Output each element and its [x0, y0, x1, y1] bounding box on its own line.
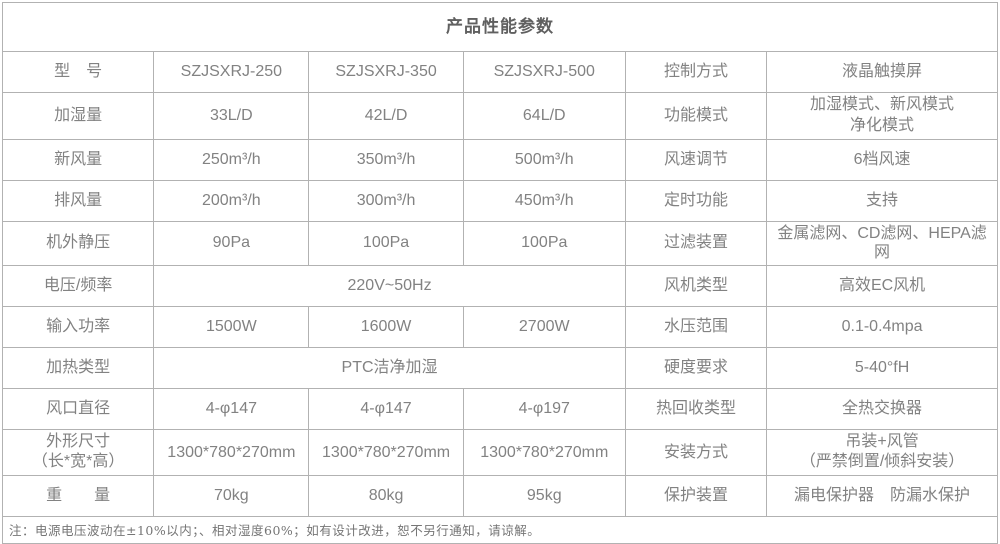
spec-value: 500m³/h	[462, 138, 626, 181]
spec-value: 5-40°fH	[766, 346, 998, 389]
spec-value: 450m³/h	[462, 179, 626, 222]
spec-label: 功能模式	[624, 92, 768, 140]
spec-value: 350m³/h	[308, 138, 464, 181]
spec-label: 水压范围	[624, 305, 768, 348]
table-row: 新风量 250m³/h 350m³/h 500m³/h 风速调节 6档风速	[1, 138, 998, 181]
spec-value: 0.1-0.4mpa	[766, 305, 998, 348]
spec-value: 2700W	[462, 305, 626, 348]
spec-value: 1300*780*270mm	[153, 428, 310, 477]
footer-note-row: 注：电源电压波动在±10%以内；、相对湿度60%；如有设计改进，恕不另行通知，请…	[2, 516, 998, 544]
spec-value: SZJSXRJ-350	[308, 51, 464, 93]
table-row: 电压/频率 220V~50Hz 风机类型 高效EC风机	[1, 264, 998, 307]
spec-value: 全热交换器	[766, 387, 998, 430]
spec-value: 90Pa	[153, 220, 310, 266]
spec-label: 热回收类型	[624, 387, 768, 430]
spec-label: 加湿量	[1, 92, 155, 140]
table-row: 机外静压 90Pa 100Pa 100Pa 过滤装置 金属滤网、CD滤网、HEPA滤网	[1, 220, 998, 266]
spec-value: 1500W	[153, 305, 310, 348]
spec-label: 硬度要求	[624, 346, 768, 389]
table-row: 加热类型 PTC洁净加湿 硬度要求 5-40°fH	[1, 346, 998, 389]
table-row: 加湿量 33L/D 42L/D 64L/D 功能模式 加湿模式、新风模式 净化模式	[1, 92, 998, 140]
spec-value: 100Pa	[308, 220, 464, 266]
table-title-row: 产品性能参数	[2, 2, 998, 52]
spec-label: 安装方式	[624, 428, 768, 477]
spec-value: 1300*780*270mm	[308, 428, 464, 477]
spec-label: 加热类型	[1, 346, 155, 389]
spec-value: SZJSXRJ-500	[462, 51, 626, 93]
spec-value: 42L/D	[308, 92, 464, 140]
spec-value: 100Pa	[462, 220, 626, 266]
spec-value: 1300*780*270mm	[462, 428, 626, 477]
page-title: 产品性能参数	[2, 2, 998, 52]
spec-value: 4-φ197	[462, 387, 626, 430]
spec-value: 1600W	[308, 305, 464, 348]
spec-value: 70kg	[153, 475, 310, 518]
spec-value: 33L/D	[153, 92, 310, 140]
spec-value: SZJSXRJ-250	[153, 51, 310, 93]
spec-value: 漏电保护器 防漏水保护	[766, 475, 998, 518]
spec-value: 220V~50Hz	[153, 264, 626, 307]
spec-label: 保护装置	[624, 475, 768, 518]
spec-value: 200m³/h	[153, 179, 310, 222]
table-row: 风口直径 4-φ147 4-φ147 4-φ197 热回收类型 全热交换器	[1, 387, 998, 430]
spec-value: PTC洁净加湿	[153, 346, 626, 389]
spec-value: 吊装+风管 （严禁倒置/倾斜安装）	[766, 428, 998, 477]
spec-value: 300m³/h	[308, 179, 464, 222]
spec-label: 机外静压	[1, 220, 155, 266]
footer-note: 注：电源电压波动在±10%以内；、相对湿度60%；如有设计改进，恕不另行通知，请…	[2, 516, 998, 544]
spec-label: 排风量	[1, 179, 155, 222]
spec-label: 风速调节	[624, 138, 768, 181]
table-row: 重 量 70kg 80kg 95kg 保护装置 漏电保护器 防漏水保护	[1, 475, 998, 518]
spec-label: 定时功能	[624, 179, 768, 222]
spec-value: 支持	[766, 179, 998, 222]
spec-value: 250m³/h	[153, 138, 310, 181]
spec-label: 控制方式	[624, 51, 768, 93]
table-row: 输入功率 1500W 1600W 2700W 水压范围 0.1-0.4mpa	[1, 305, 998, 348]
spec-value: 6档风速	[766, 138, 998, 181]
spec-value: 液晶触摸屏	[766, 51, 998, 93]
spec-label: 新风量	[1, 138, 155, 181]
table-row: 型 号 SZJSXRJ-250 SZJSXRJ-350 SZJSXRJ-500 控制方式…	[1, 51, 998, 93]
spec-label: 重 量	[1, 475, 155, 518]
spec-value: 4-φ147	[308, 387, 464, 430]
spec-value: 金属滤网、CD滤网、HEPA滤网	[766, 220, 998, 266]
spec-label: 输入功率	[1, 305, 155, 348]
spec-value: 4-φ147	[153, 387, 310, 430]
spec-value: 高效EC风机	[766, 264, 998, 307]
table-row: 外形尺寸 （长*宽*高） 1300*780*270mm 1300*780*270mm 1…	[1, 428, 998, 477]
spec-label: 电压/频率	[1, 264, 155, 307]
spec-label: 风机类型	[624, 264, 768, 307]
table-row: 排风量 200m³/h 300m³/h 450m³/h 定时功能 支持	[1, 179, 998, 222]
spec-label: 风口直径	[1, 387, 155, 430]
spec-value: 95kg	[462, 475, 626, 518]
spec-label: 过滤装置	[624, 220, 768, 266]
spec-label: 外形尺寸 （长*宽*高）	[1, 428, 155, 477]
spec-label: 型 号	[1, 51, 155, 93]
spec-value: 加湿模式、新风模式 净化模式	[766, 92, 998, 140]
spec-value: 80kg	[308, 475, 464, 518]
spec-value: 64L/D	[462, 92, 626, 140]
